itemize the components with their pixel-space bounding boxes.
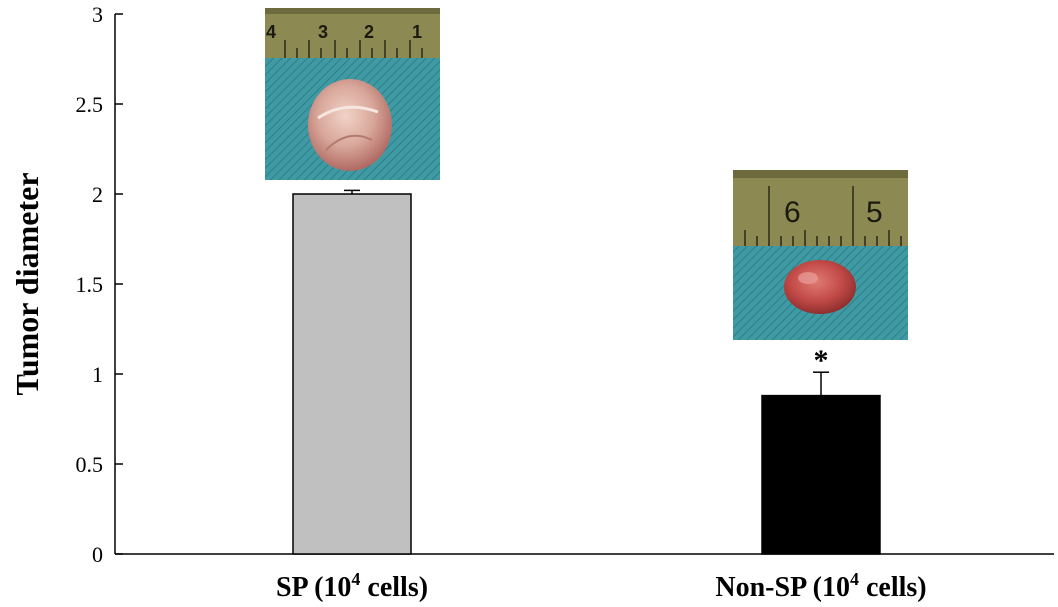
bar xyxy=(292,193,412,555)
error-bars xyxy=(344,189,829,396)
x-category-label: Non-SP (104 cells) xyxy=(715,569,926,603)
y-ticks: 0 0.5 1 1.5 2 2.5 3 xyxy=(76,2,123,567)
tumor-photo-non-sp: 6 5 xyxy=(733,170,908,340)
annotations: * xyxy=(814,344,829,377)
y-axis-label: Tumor diameter xyxy=(9,172,45,395)
ruler-label: 4 xyxy=(266,22,276,42)
category-labels: SP (104 cells) Non-SP (104 cells) xyxy=(276,569,927,603)
ruler-labels-sp: 4 3 2 1 xyxy=(266,22,422,42)
ruler-label: 3 xyxy=(318,22,328,42)
ruler-label: 6 xyxy=(784,196,801,229)
y-tick-label: 2.5 xyxy=(76,92,104,117)
y-tick-label: 2 xyxy=(92,182,103,207)
y-tick-label: 3 xyxy=(92,2,103,27)
y-tick-label: 0 xyxy=(92,542,103,567)
ruler-labels-non-sp: 6 5 xyxy=(784,196,883,229)
y-tick-label: 0.5 xyxy=(76,452,104,477)
ruler-label: 2 xyxy=(364,22,374,42)
y-tick-label: 1 xyxy=(92,362,103,387)
ruler-label: 1 xyxy=(412,22,422,42)
axes xyxy=(114,14,1054,555)
bar xyxy=(761,394,881,555)
x-category-label: SP (104 cells) xyxy=(276,569,428,603)
significance-annotation: * xyxy=(814,344,829,377)
y-tick-label: 1.5 xyxy=(76,272,104,297)
bars xyxy=(292,193,881,555)
tumor-photo-sp: 4 3 2 1 xyxy=(265,8,440,180)
ruler-label: 5 xyxy=(866,196,883,229)
